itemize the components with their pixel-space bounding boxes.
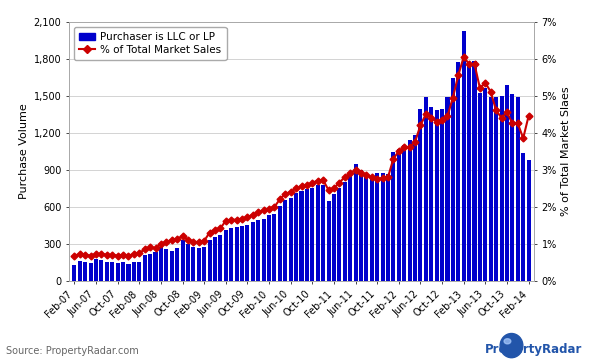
Bar xyxy=(208,240,212,281)
Bar xyxy=(489,97,493,281)
Bar xyxy=(456,62,460,281)
Bar xyxy=(89,263,92,281)
Bar xyxy=(321,185,325,281)
Bar xyxy=(137,262,142,281)
Bar xyxy=(500,96,503,281)
Bar xyxy=(429,107,433,281)
Bar xyxy=(197,248,201,281)
Bar xyxy=(262,219,266,281)
Bar xyxy=(251,221,255,281)
Bar xyxy=(516,97,520,281)
Y-axis label: Purchase Volume: Purchase Volume xyxy=(19,103,29,199)
Bar xyxy=(240,226,244,281)
Bar xyxy=(440,109,444,281)
Ellipse shape xyxy=(504,339,511,344)
Bar xyxy=(332,194,336,281)
Bar xyxy=(78,261,82,281)
Bar xyxy=(397,149,401,281)
Bar xyxy=(364,175,368,281)
Bar xyxy=(164,249,169,281)
Bar xyxy=(505,85,509,281)
Bar xyxy=(73,265,76,281)
Bar xyxy=(380,174,385,281)
Bar xyxy=(105,262,109,281)
Bar xyxy=(316,185,320,281)
Bar xyxy=(127,264,131,281)
Bar xyxy=(202,247,206,281)
Bar xyxy=(484,88,487,281)
Legend: Purchaser is LLC or LP, % of Total Market Sales: Purchaser is LLC or LP, % of Total Marke… xyxy=(74,27,227,60)
Bar xyxy=(110,262,114,281)
Bar xyxy=(472,61,476,281)
Bar xyxy=(283,200,287,281)
Bar xyxy=(256,220,260,281)
Bar xyxy=(159,247,163,281)
Bar xyxy=(424,97,428,281)
Bar xyxy=(181,240,185,281)
Bar xyxy=(218,234,223,281)
Bar xyxy=(326,201,331,281)
Bar xyxy=(294,193,298,281)
Bar xyxy=(272,213,277,281)
Circle shape xyxy=(500,333,523,358)
Bar xyxy=(299,191,304,281)
Bar xyxy=(467,65,471,281)
Bar xyxy=(235,227,239,281)
Bar xyxy=(337,188,341,281)
Bar xyxy=(229,228,233,281)
Bar xyxy=(445,97,449,281)
Bar xyxy=(386,174,390,281)
Bar xyxy=(175,248,179,281)
Bar xyxy=(148,254,152,281)
Bar xyxy=(521,153,525,281)
Bar xyxy=(418,109,422,281)
Bar xyxy=(527,161,530,281)
Bar xyxy=(359,170,363,281)
Bar xyxy=(391,152,395,281)
Bar xyxy=(305,189,309,281)
Bar xyxy=(191,247,196,281)
Bar xyxy=(94,259,98,281)
Bar xyxy=(343,182,347,281)
Bar xyxy=(407,140,412,281)
Bar xyxy=(375,174,379,281)
Bar xyxy=(402,145,406,281)
Bar xyxy=(278,206,282,281)
Bar xyxy=(245,225,250,281)
Bar xyxy=(348,174,352,281)
Bar xyxy=(494,97,498,281)
Bar xyxy=(511,94,514,281)
Bar xyxy=(213,237,217,281)
Y-axis label: % of Total Market Slaes: % of Total Market Slaes xyxy=(561,86,571,216)
Bar xyxy=(310,188,314,281)
Bar xyxy=(170,251,174,281)
Bar xyxy=(132,262,136,281)
Bar xyxy=(267,215,271,281)
Bar xyxy=(289,198,293,281)
Text: Source: PropertyRadar.com: Source: PropertyRadar.com xyxy=(6,346,139,356)
Bar xyxy=(451,78,455,281)
Bar xyxy=(413,135,417,281)
Bar xyxy=(478,93,482,281)
Bar xyxy=(83,262,87,281)
Bar xyxy=(154,252,158,281)
Bar xyxy=(186,244,190,281)
Bar xyxy=(434,111,439,281)
Bar xyxy=(100,260,103,281)
Bar xyxy=(370,176,374,281)
Bar xyxy=(461,31,466,281)
Bar xyxy=(353,164,358,281)
Bar xyxy=(224,230,228,281)
Bar xyxy=(121,262,125,281)
Bar xyxy=(143,255,147,281)
Bar xyxy=(116,263,119,281)
Text: PropertyRadar: PropertyRadar xyxy=(485,343,582,356)
